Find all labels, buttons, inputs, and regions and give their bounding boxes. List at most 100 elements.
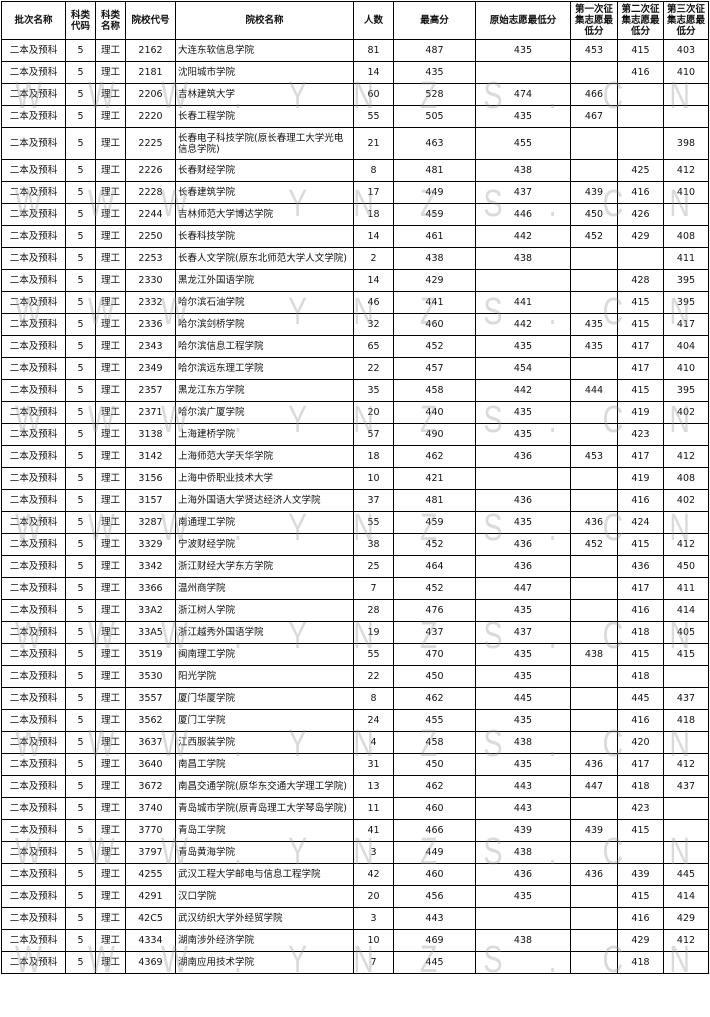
table-row: 二本及预科 5 理工 3770 青岛工学院 41 466 439 439 415 bbox=[1, 819, 709, 842]
cell-max-score: 456 bbox=[393, 885, 476, 908]
cell-batch-name: 二本及预科 bbox=[1, 379, 66, 402]
cell-third-supplement-min: 418 bbox=[663, 709, 709, 732]
cell-first-supplement-min bbox=[570, 423, 618, 446]
cell-enrollment: 14 bbox=[353, 225, 394, 248]
cell-school-code: 2181 bbox=[125, 61, 176, 84]
cell-school-name: 沈阳城市学院 bbox=[175, 61, 354, 84]
cell-first-supplement-min bbox=[570, 577, 618, 600]
cell-second-supplement-min: 417 bbox=[617, 357, 664, 380]
cell-original-min-score: 474 bbox=[475, 83, 571, 106]
cell-max-score: 437 bbox=[393, 621, 476, 644]
cell-first-supplement-min: 439 bbox=[570, 819, 618, 842]
cell-enrollment: 81 bbox=[353, 39, 394, 62]
cell-subject-code: 5 bbox=[65, 929, 96, 952]
cell-subject-name: 理工 bbox=[95, 61, 126, 84]
cell-max-score: 457 bbox=[393, 357, 476, 380]
cell-original-min-score: 436 bbox=[475, 445, 571, 468]
cell-subject-code: 5 bbox=[65, 269, 96, 292]
cell-second-supplement-min bbox=[617, 83, 664, 106]
cell-subject-name: 理工 bbox=[95, 731, 126, 754]
cell-batch-name: 二本及预科 bbox=[1, 599, 66, 622]
cell-school-code: 2330 bbox=[125, 269, 176, 292]
cell-school-name: 青岛黄海学院 bbox=[175, 841, 354, 864]
cell-school-name: 上海外国语大学贤达经济人文学院 bbox=[175, 489, 354, 512]
cell-school-name: 宁波财经学院 bbox=[175, 533, 354, 556]
cell-school-name: 湖南涉外经济学院 bbox=[175, 929, 354, 952]
cell-original-min-score bbox=[475, 467, 571, 490]
cell-second-supplement-min bbox=[617, 247, 664, 270]
cell-max-score: 443 bbox=[393, 907, 476, 930]
table-row: 二本及预科 5 理工 2336 哈尔滨剑桥学院 32 460 442 435 415 417 bbox=[1, 313, 709, 336]
cell-batch-name: 二本及预科 bbox=[1, 39, 66, 62]
cell-school-name: 长春科技学院 bbox=[175, 225, 354, 248]
cell-school-code: 2226 bbox=[125, 159, 176, 182]
cell-enrollment: 7 bbox=[353, 577, 394, 600]
table-header-row: 批次名称 科类代码 科类名称 院校代号 院校名称 人数 最高分 原始志愿最低分 第一次征集志愿最… bbox=[1, 1, 709, 40]
cell-subject-code: 5 bbox=[65, 401, 96, 424]
table-row: 二本及预科 5 理工 2228 长春建筑学院 17 449 437 439 416 410 bbox=[1, 181, 709, 204]
cell-third-supplement-min: 412 bbox=[663, 753, 709, 776]
cell-second-supplement-min bbox=[617, 105, 664, 128]
cell-subject-name: 理工 bbox=[95, 929, 126, 952]
cell-batch-name: 二本及预科 bbox=[1, 335, 66, 358]
cell-batch-name: 二本及预科 bbox=[1, 269, 66, 292]
cell-subject-name: 理工 bbox=[95, 247, 126, 270]
cell-school-name: 南昌工学院 bbox=[175, 753, 354, 776]
cell-first-supplement-min bbox=[570, 357, 618, 380]
cell-original-min-score: 438 bbox=[475, 929, 571, 952]
cell-enrollment: 60 bbox=[353, 83, 394, 106]
cell-subject-name: 理工 bbox=[95, 775, 126, 798]
cell-school-name: 厦门工学院 bbox=[175, 709, 354, 732]
cell-enrollment: 10 bbox=[353, 929, 394, 952]
cell-subject-code: 5 bbox=[65, 39, 96, 62]
cell-max-score: 461 bbox=[393, 225, 476, 248]
cell-first-supplement-min: 436 bbox=[570, 753, 618, 776]
cell-subject-name: 理工 bbox=[95, 181, 126, 204]
cell-school-code: 3637 bbox=[125, 731, 176, 754]
cell-first-supplement-min bbox=[570, 489, 618, 512]
header-first-supplement-min: 第一次征集志愿最低分 bbox=[570, 1, 618, 40]
cell-third-supplement-min bbox=[663, 83, 709, 106]
cell-second-supplement-min bbox=[617, 127, 664, 160]
cell-school-name: 黑龙江东方学院 bbox=[175, 379, 354, 402]
cell-original-min-score: 435 bbox=[475, 105, 571, 128]
cell-batch-name: 二本及预科 bbox=[1, 907, 66, 930]
cell-enrollment: 20 bbox=[353, 401, 394, 424]
cell-third-supplement-min: 398 bbox=[663, 127, 709, 160]
table-row: 二本及预科 5 理工 3287 南通理工学院 55 459 435 436 424 bbox=[1, 511, 709, 534]
cell-second-supplement-min: 418 bbox=[617, 665, 664, 688]
cell-original-min-score: 435 bbox=[475, 643, 571, 666]
cell-subject-code: 5 bbox=[65, 511, 96, 534]
cell-school-code: 4255 bbox=[125, 863, 176, 886]
cell-second-supplement-min: 425 bbox=[617, 159, 664, 182]
cell-max-score: 452 bbox=[393, 335, 476, 358]
cell-subject-code: 5 bbox=[65, 643, 96, 666]
cell-enrollment: 42 bbox=[353, 863, 394, 886]
cell-original-min-score: 438 bbox=[475, 159, 571, 182]
cell-second-supplement-min: 423 bbox=[617, 797, 664, 820]
cell-school-name: 江西服装学院 bbox=[175, 731, 354, 754]
cell-second-supplement-min: 416 bbox=[617, 61, 664, 84]
table-row: 二本及预科 5 理工 2332 哈尔滨石油学院 46 441 441 415 395 bbox=[1, 291, 709, 314]
table-row: 二本及预科 5 理工 3157 上海外国语大学贤达经济人文学院 37 481 436 416 40… bbox=[1, 489, 709, 512]
cell-enrollment: 21 bbox=[353, 127, 394, 160]
cell-school-name: 长春电子科技学院(原长春理工大学光电信息学院) bbox=[175, 127, 354, 160]
cell-first-supplement-min bbox=[570, 401, 618, 424]
cell-subject-code: 5 bbox=[65, 489, 96, 512]
cell-original-min-score: 435 bbox=[475, 401, 571, 424]
cell-first-supplement-min bbox=[570, 159, 618, 182]
cell-second-supplement-min: 429 bbox=[617, 929, 664, 952]
cell-school-code: 3740 bbox=[125, 797, 176, 820]
cell-first-supplement-min: 450 bbox=[570, 203, 618, 226]
cell-third-supplement-min bbox=[663, 105, 709, 128]
cell-school-name: 阳光学院 bbox=[175, 665, 354, 688]
cell-subject-name: 理工 bbox=[95, 819, 126, 842]
cell-first-supplement-min bbox=[570, 269, 618, 292]
cell-third-supplement-min: 395 bbox=[663, 291, 709, 314]
table-row: 二本及预科 5 理工 3640 南昌工学院 31 450 435 436 417 412 bbox=[1, 753, 709, 776]
cell-subject-name: 理工 bbox=[95, 665, 126, 688]
table-row: 二本及预科 5 理工 2371 哈尔滨广厦学院 20 440 435 419 402 bbox=[1, 401, 709, 424]
cell-enrollment: 55 bbox=[353, 643, 394, 666]
cell-original-min-score: 435 bbox=[475, 511, 571, 534]
cell-second-supplement-min: 415 bbox=[617, 643, 664, 666]
